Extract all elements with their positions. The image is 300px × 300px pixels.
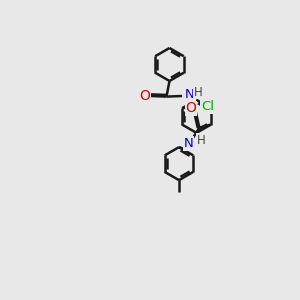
- Text: N: N: [184, 137, 194, 150]
- Text: Cl: Cl: [201, 100, 214, 113]
- Text: N: N: [185, 88, 195, 101]
- Text: O: O: [185, 101, 196, 116]
- Text: O: O: [140, 89, 150, 103]
- Text: H: H: [196, 134, 205, 147]
- Text: H: H: [194, 85, 202, 99]
